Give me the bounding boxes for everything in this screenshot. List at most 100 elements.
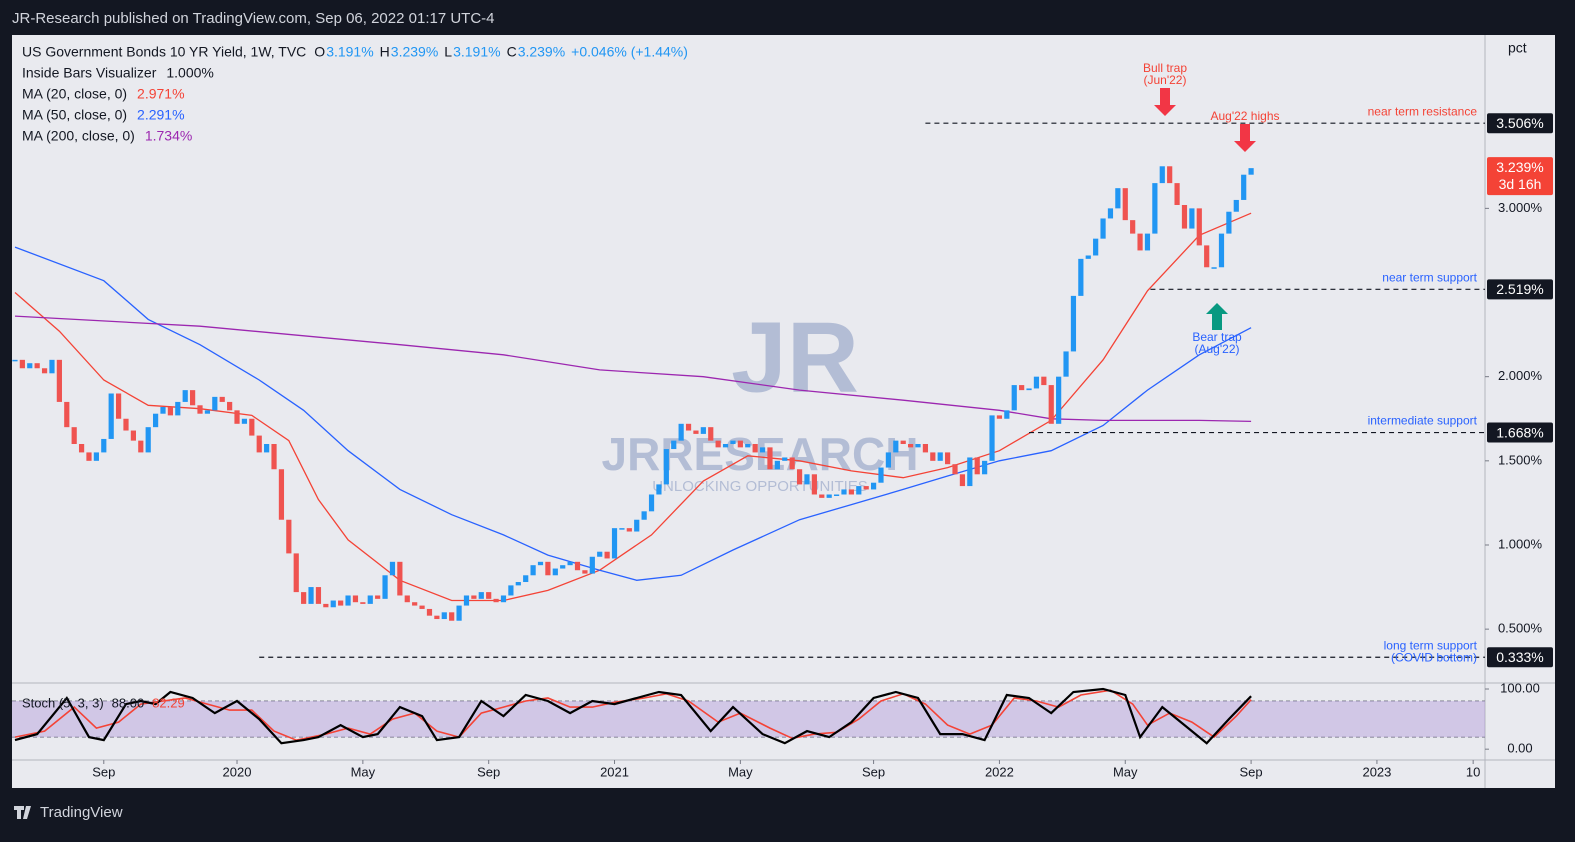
stoch-k-line [14,687,1252,745]
level-tag [1487,647,1553,668]
level-tag [1487,113,1553,134]
y-tick-label: 3.000% [1498,200,1543,215]
candle-body [537,561,544,566]
candle-body [937,452,943,461]
candle-body [597,551,603,557]
level-tag-label: 1.668% [1496,424,1543,440]
candle-body [663,449,669,485]
candle-body [730,440,736,444]
candle-body [286,519,292,554]
candle-body [1226,211,1232,234]
candle-body [789,457,795,470]
candle-body [863,486,869,490]
candle-body [1107,208,1114,219]
level-note: near term support [1382,270,1477,284]
y-tick-label: 100.00 [1500,680,1540,695]
candle-body [1041,376,1047,386]
candle-body [678,423,684,441]
moving-average [14,315,1252,423]
candle-body [190,390,196,406]
candle-body [93,452,99,461]
y-tick-label: 1.000% [1498,536,1543,551]
candle-body [441,612,447,620]
watermark: JR [731,301,859,413]
ohlc-value: 3.239% [391,44,438,60]
level-tag [1487,279,1553,300]
level-note: intermediate support [1368,414,1478,428]
stoch-legend: Stoch (5, 3, 3) [22,695,104,710]
candle-body [308,587,314,604]
candle-body [1248,168,1254,175]
annotation-arrow [1234,124,1256,152]
candle-body [560,565,566,569]
x-tick-label: 2020 [223,764,252,779]
candle-body [486,592,492,599]
candle-body [908,443,914,448]
candle-body [782,457,788,461]
annotation-arrow [1206,303,1228,330]
y-tick-label: 0.500% [1498,621,1543,636]
candle-body [138,440,144,453]
level-note: (COVID bottom) [1391,650,1477,664]
candle-body [86,452,92,461]
candle-body [249,418,255,436]
candle-body [1159,166,1165,184]
candle-body [271,443,277,470]
candle-body [515,582,521,586]
candle-body [626,528,632,532]
candle-body [375,595,381,599]
level-tag-label: 2.519% [1496,281,1543,297]
candle-body [952,464,958,475]
candle-body [611,528,618,559]
candle-body [819,494,825,498]
candle-body [967,457,973,487]
candle-body [737,440,743,448]
indicator-name: Inside Bars Visualizer [22,65,157,81]
watermark: JRRESEARCH [602,428,919,480]
candle-body [1011,385,1017,411]
candle-body [1004,410,1010,419]
candle-body [841,489,847,495]
candle-body [115,393,122,419]
candle-body [493,598,499,603]
stoch-legend: 88.00 [112,695,145,710]
candle-body [1056,376,1062,424]
candle-body [197,405,203,414]
ohlc-value: 3.239% [518,44,565,60]
candle-body [367,595,373,604]
candle-body [1196,208,1202,246]
candle-body [471,595,477,599]
candle-body [530,565,536,576]
candle-body [1181,204,1188,229]
annotation: (Aug'22) [1195,342,1240,356]
candle-body [900,440,906,444]
candle-body [256,435,262,453]
candle-body [123,418,129,431]
legend-value: 2.291% [137,107,184,123]
candle-body [745,443,751,448]
candle-body [1122,188,1128,221]
candle-body [804,474,810,485]
candle-body [1115,188,1121,209]
candle-body [41,368,48,374]
candle-body [1130,220,1136,234]
candle-body [1218,233,1225,268]
candle-body [419,605,425,609]
candle-body [996,415,1003,419]
candle-body [552,568,558,576]
last-price-tag [1487,157,1553,196]
x-tick-label: May [1113,764,1138,779]
x-tick-label: 10 [1466,764,1480,779]
candle-body [1174,183,1180,205]
candle-body [404,595,410,603]
level-tag [1487,422,1553,443]
candle-body [582,570,588,574]
level-note: near term resistance [1368,104,1478,118]
candle-body [1019,385,1025,391]
candle-body [278,469,285,520]
candle-body [989,415,995,461]
candle-body [301,592,307,604]
candle-body [389,561,396,576]
